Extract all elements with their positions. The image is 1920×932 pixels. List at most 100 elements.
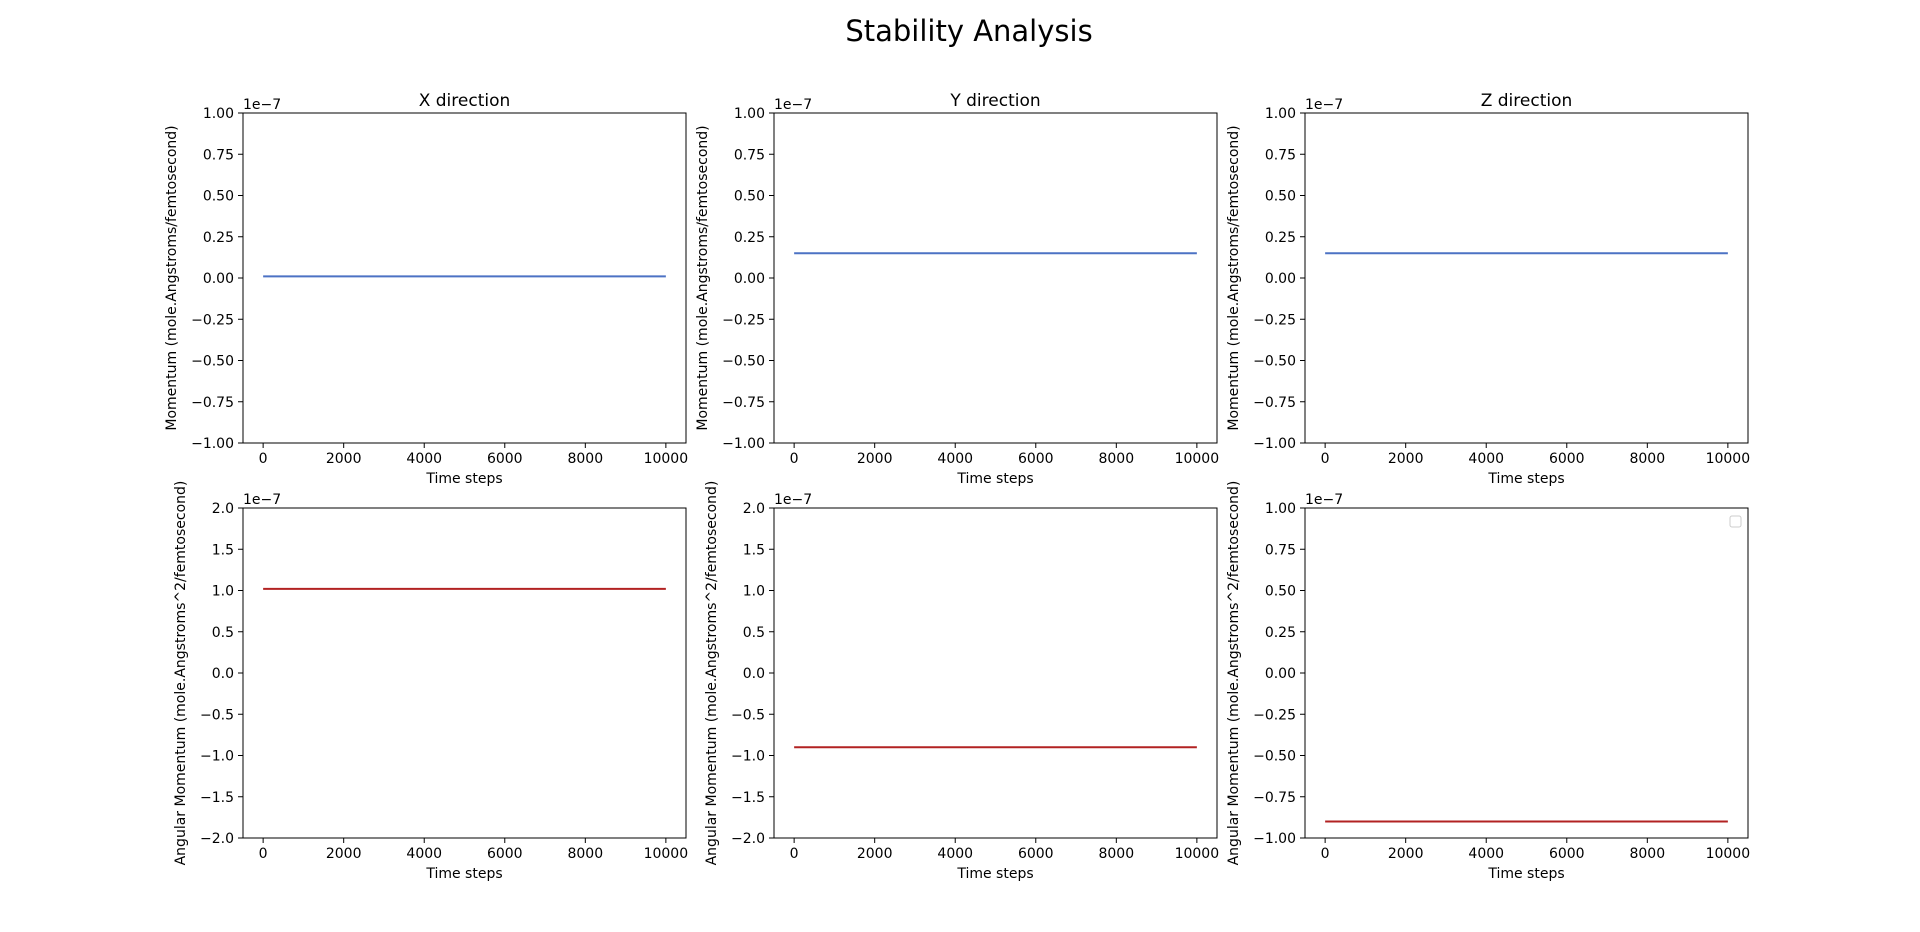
x-tick-label: 2000 bbox=[857, 846, 893, 862]
subplot-2: 0 2000 4000 6000 8000 10000 −1.00 −0.75 −0.50 −0.… bbox=[695, 91, 1219, 487]
y-tick-label: 0.00 bbox=[1265, 271, 1296, 287]
x-tick-label: 8000 bbox=[1098, 451, 1134, 467]
x-tick-label: 0 bbox=[1321, 451, 1330, 467]
x-tick-label: 8000 bbox=[1629, 451, 1665, 467]
y-tick-label: 1.00 bbox=[1265, 106, 1296, 122]
x-axis-label: Time steps bbox=[1487, 471, 1564, 487]
y-tick-label: −0.75 bbox=[1253, 790, 1296, 806]
y-offset-text: 1e−7 bbox=[1305, 97, 1343, 113]
y-tick-label: 0.50 bbox=[1265, 189, 1296, 205]
y-tick-label: −0.50 bbox=[1253, 749, 1296, 765]
y-tick-label: 2.0 bbox=[212, 501, 234, 517]
y-tick-label: 0.25 bbox=[1265, 625, 1296, 641]
y-tick-label: −0.75 bbox=[191, 395, 234, 411]
y-tick-label: 1.5 bbox=[743, 542, 765, 558]
y-tick-label: −0.75 bbox=[1253, 395, 1296, 411]
subplot-1: 0 2000 4000 6000 8000 10000 −1.00 −0.75 −0.50 −0.… bbox=[164, 91, 688, 487]
y-tick-label: −1.5 bbox=[200, 790, 234, 806]
legend-box bbox=[1729, 515, 1742, 528]
x-axis-label: Time steps bbox=[1487, 866, 1564, 882]
x-tick-label: 4000 bbox=[937, 846, 973, 862]
y-tick-label: 1.00 bbox=[1265, 501, 1296, 517]
subplot-5: 0 2000 4000 6000 8000 10000 −2.0 −1.5 −1.0 −0.5 0.… bbox=[704, 481, 1219, 882]
y-axis-label: Momentum (mole.Angstroms/femtosecond) bbox=[1226, 125, 1242, 430]
y-offset-text: 1e−7 bbox=[243, 492, 281, 508]
x-tick-label: 6000 bbox=[487, 846, 523, 862]
y-tick-label: 0.00 bbox=[1265, 666, 1296, 682]
x-tick-label: 4000 bbox=[937, 451, 973, 467]
y-tick-label: 0.50 bbox=[1265, 584, 1296, 600]
x-axis-label: Time steps bbox=[425, 471, 502, 487]
y-tick-label: 0.0 bbox=[212, 666, 234, 682]
subplot-6: 0 2000 4000 6000 8000 10000 −1.00 −0.75 −0.50 −0.… bbox=[1226, 481, 1750, 882]
y-offset-text: 1e−7 bbox=[774, 97, 812, 113]
y-tick-label: 0.75 bbox=[203, 147, 234, 163]
y-axis-label: Angular Momentum (mole.Angstroms^2/femto… bbox=[1226, 481, 1242, 866]
x-tick-label: 6000 bbox=[1018, 846, 1054, 862]
x-tick-label: 10000 bbox=[1706, 846, 1751, 862]
y-tick-label: −1.00 bbox=[1253, 436, 1296, 452]
y-tick-label: 1.0 bbox=[212, 584, 234, 600]
x-tick-label: 0 bbox=[259, 451, 268, 467]
subplot-4: 0 2000 4000 6000 8000 10000 −2.0 −1.5 −1.0 −0.5 0.… bbox=[173, 481, 688, 882]
y-tick-label: 0.75 bbox=[1265, 147, 1296, 163]
y-tick-label: −0.25 bbox=[191, 312, 234, 328]
x-tick-label: 10000 bbox=[644, 846, 689, 862]
x-tick-label: 6000 bbox=[1549, 846, 1585, 862]
y-tick-label: 0.5 bbox=[743, 625, 765, 641]
x-tick-label: 0 bbox=[790, 451, 799, 467]
y-tick-label: 0.25 bbox=[1265, 230, 1296, 246]
y-tick-label: 0.50 bbox=[203, 189, 234, 205]
y-tick-label: −1.0 bbox=[200, 749, 234, 765]
y-tick-label: −0.75 bbox=[722, 395, 765, 411]
x-tick-label: 2000 bbox=[326, 846, 362, 862]
x-tick-label: 0 bbox=[1321, 846, 1330, 862]
y-tick-label: −2.0 bbox=[731, 831, 765, 847]
y-axis-label: Angular Momentum (mole.Angstroms^2/femto… bbox=[704, 481, 720, 866]
x-tick-label: 0 bbox=[790, 846, 799, 862]
x-tick-label: 6000 bbox=[487, 451, 523, 467]
y-tick-label: 0.5 bbox=[212, 625, 234, 641]
y-tick-label: 1.00 bbox=[203, 106, 234, 122]
y-offset-text: 1e−7 bbox=[243, 97, 281, 113]
x-tick-label: 10000 bbox=[1175, 451, 1220, 467]
x-axis-label: Time steps bbox=[956, 866, 1033, 882]
x-tick-label: 8000 bbox=[1629, 846, 1665, 862]
y-tick-label: 0.25 bbox=[203, 230, 234, 246]
y-tick-label: −0.25 bbox=[722, 312, 765, 328]
x-axis-label: Time steps bbox=[425, 866, 502, 882]
y-tick-label: −0.50 bbox=[722, 354, 765, 370]
y-tick-label: 0.0 bbox=[743, 666, 765, 682]
y-axis-label: Momentum (mole.Angstroms/femtosecond) bbox=[695, 125, 711, 430]
y-tick-label: 0.25 bbox=[734, 230, 765, 246]
x-tick-label: 6000 bbox=[1549, 451, 1585, 467]
y-tick-label: 1.00 bbox=[734, 106, 765, 122]
y-tick-label: 0.75 bbox=[734, 147, 765, 163]
figure-title: Stability Analysis bbox=[845, 14, 1092, 48]
x-tick-label: 0 bbox=[259, 846, 268, 862]
subplot-3: 0 2000 4000 6000 8000 10000 −1.00 −0.75 −0.50 −0.… bbox=[1226, 91, 1750, 487]
y-offset-text: 1e−7 bbox=[1305, 492, 1343, 508]
x-tick-label: 10000 bbox=[644, 451, 689, 467]
x-axis-label: Time steps bbox=[956, 471, 1033, 487]
y-axis-label: Momentum (mole.Angstroms/femtosecond) bbox=[164, 125, 180, 430]
x-tick-label: 4000 bbox=[406, 451, 442, 467]
y-tick-label: 0.75 bbox=[1265, 542, 1296, 558]
x-tick-label: 4000 bbox=[1468, 451, 1504, 467]
y-tick-label: 2.0 bbox=[743, 501, 765, 517]
y-tick-label: 1.5 bbox=[212, 542, 234, 558]
y-tick-label: 0.00 bbox=[203, 271, 234, 287]
subplot-title: Z direction bbox=[1481, 91, 1573, 111]
y-tick-label: −1.0 bbox=[731, 749, 765, 765]
y-tick-label: −0.50 bbox=[1253, 354, 1296, 370]
y-tick-label: −1.00 bbox=[1253, 831, 1296, 847]
x-tick-label: 8000 bbox=[567, 846, 603, 862]
x-tick-label: 8000 bbox=[567, 451, 603, 467]
subplot-title: X direction bbox=[419, 91, 511, 111]
y-tick-label: −1.00 bbox=[191, 436, 234, 452]
x-tick-label: 2000 bbox=[1388, 846, 1424, 862]
x-tick-label: 10000 bbox=[1175, 846, 1220, 862]
y-tick-label: −0.5 bbox=[200, 707, 234, 723]
y-tick-label: −2.0 bbox=[200, 831, 234, 847]
